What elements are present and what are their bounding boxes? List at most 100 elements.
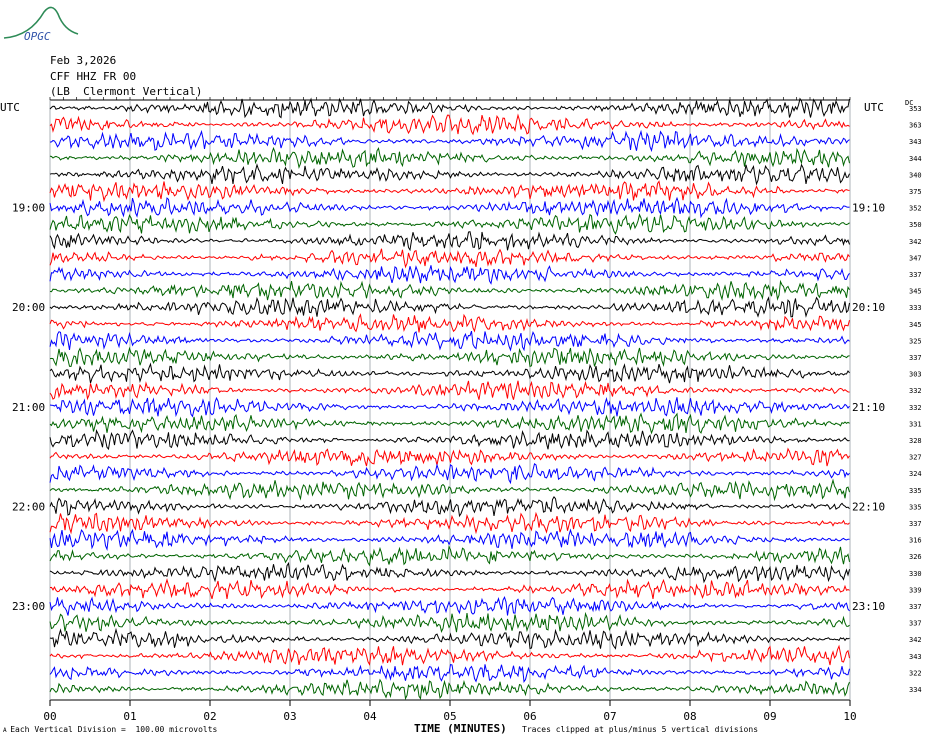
trace-row	[49, 412, 850, 435]
dc-offset-label: 322	[909, 669, 922, 677]
trace-row	[49, 496, 850, 518]
trace-row	[49, 596, 850, 616]
trace-row	[49, 213, 850, 235]
trace-row	[49, 380, 850, 401]
dc-offset-label: 363	[909, 122, 922, 130]
dc-offset-label: 345	[909, 321, 922, 329]
trace-row	[49, 196, 850, 219]
dc-offset-label: 335	[909, 487, 922, 495]
trace-row	[49, 231, 850, 252]
dc-column-label: DC	[905, 99, 913, 107]
x-tick-label: 05	[443, 710, 456, 723]
dc-offset-label: 347	[909, 254, 922, 262]
trace-row	[49, 511, 850, 535]
x-tick-label: 08	[683, 710, 696, 723]
dc-offset-label: 326	[909, 553, 922, 561]
dc-offset-label: 375	[909, 188, 922, 196]
trace-row	[49, 528, 850, 551]
trace-row	[49, 279, 850, 301]
trace-row	[49, 447, 850, 467]
dc-offset-label: 337	[909, 620, 922, 628]
dc-offset-label: 331	[909, 420, 922, 428]
left-time-label: 20:00	[12, 301, 45, 314]
dc-offset-label: 303	[909, 371, 922, 379]
dc-offset-label: 342	[909, 238, 922, 246]
x-tick-label: 10	[843, 710, 856, 723]
seismic-traces	[49, 97, 850, 701]
dc-offset-label: 337	[909, 271, 922, 279]
dc-offset-label: 337	[909, 520, 922, 528]
x-tick-label: 02	[203, 710, 216, 723]
dc-offset-label: 332	[909, 404, 922, 412]
dc-offset-label: 343	[909, 138, 922, 146]
dc-offset-label: 344	[909, 155, 922, 163]
trace-row	[49, 611, 850, 633]
left-time-label: 21:00	[12, 401, 45, 414]
trace-row	[49, 627, 850, 650]
trace-row	[49, 429, 850, 451]
dc-offset-label: 316	[909, 537, 922, 545]
dc-offset-label: 353	[909, 105, 922, 113]
x-tick-label: 09	[763, 710, 776, 723]
x-tick-label: 07	[603, 710, 616, 723]
dc-offset-label: 324	[909, 470, 922, 478]
left-time-label: 23:00	[12, 600, 45, 613]
right-time-label: 20:10	[852, 301, 885, 314]
dc-offset-label: 340	[909, 171, 922, 179]
channel-code: CFF HHZ FR 00	[50, 70, 137, 83]
x-tick-label: 01	[123, 710, 136, 723]
dc-offset-label: 337	[909, 354, 922, 362]
trace-row	[49, 478, 850, 502]
right-utc-label: UTC	[864, 101, 884, 114]
trace-row	[49, 462, 850, 485]
left-utc-label: UTC	[0, 101, 20, 114]
trace-row	[49, 544, 850, 567]
opgc-logo: OPGC	[3, 6, 79, 43]
chart-grid	[49, 97, 851, 706]
dc-offset-label: 337	[909, 603, 922, 611]
left-time-label: 19:00	[12, 202, 45, 215]
trace-row	[49, 97, 850, 119]
trace-row	[49, 313, 850, 333]
trace-row	[49, 180, 850, 203]
dc-offset-label: 352	[909, 205, 922, 213]
x-tick-label: 04	[363, 710, 377, 723]
right-time-label: 21:10	[852, 401, 885, 414]
trace-row	[49, 146, 850, 170]
trace-row	[49, 678, 850, 701]
trace-row	[49, 578, 850, 600]
trace-row	[49, 163, 850, 186]
x-tick-label: 06	[523, 710, 536, 723]
left-time-label: 22:00	[12, 500, 45, 513]
dc-offset-label: 334	[909, 686, 922, 694]
dc-offset-label: 333	[909, 304, 922, 312]
trace-row	[49, 346, 850, 368]
dc-offset-label: 327	[909, 454, 922, 462]
x-tick-label: 03	[283, 710, 296, 723]
dc-offset-label: 342	[909, 636, 922, 644]
footer-scale-note: A Each Vertical Division = 100.00 microv…	[3, 725, 218, 734]
dc-offset-label: 339	[909, 586, 922, 594]
dc-offset-label: 335	[909, 503, 922, 511]
footer-clip-note: Traces clipped at plus/minus 5 vertical …	[522, 725, 759, 734]
x-axis-title: TIME (MINUTES)	[414, 722, 507, 735]
dc-offset-label: 330	[909, 570, 922, 578]
station-location: (LB Clermont Vertical)	[50, 85, 203, 98]
dc-offset-label: 350	[909, 221, 922, 229]
logo-text: OPGC	[24, 30, 51, 43]
trace-row	[49, 248, 850, 269]
trace-row	[49, 664, 850, 683]
trace-row	[49, 265, 850, 285]
dc-offset-label: 345	[909, 288, 922, 296]
dc-offset-label: 328	[909, 437, 922, 445]
x-tick-label: 00	[43, 710, 56, 723]
trace-row	[49, 644, 850, 666]
dc-offset-label: 332	[909, 387, 922, 395]
trace-row	[49, 296, 850, 318]
record-date: Feb 3,2026	[50, 54, 117, 67]
trace-row	[49, 561, 850, 584]
trace-row	[49, 362, 850, 384]
